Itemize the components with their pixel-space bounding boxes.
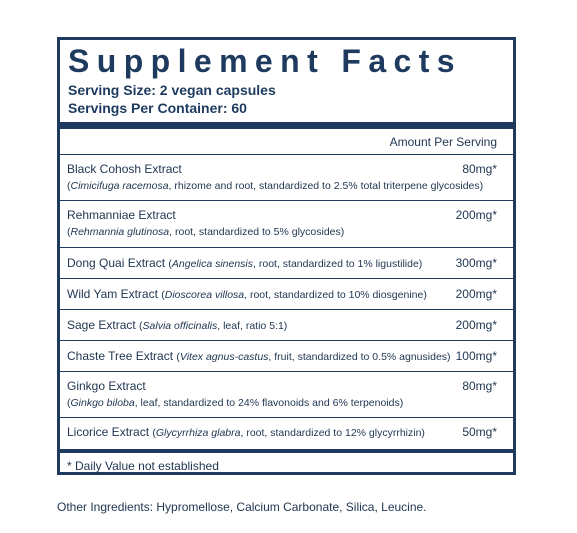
ingredient-name: Rehmanniae Extract — [67, 208, 176, 222]
botanical-name: Glycyrrhiza glabra — [155, 427, 241, 439]
row-divider — [60, 309, 513, 310]
panel-title: Supplement Facts — [68, 43, 463, 79]
ingredient-description: (Cimicifuga racemosa, rhizome and root, … — [67, 180, 484, 192]
botanical-name: Vitex agnus-castus — [179, 351, 269, 363]
ingredient-name: Ginkgo Extract — [67, 379, 146, 393]
row-divider — [60, 417, 513, 418]
ingredient-amount: 200mg* — [455, 287, 497, 301]
ingredient-amount: 200mg* — [455, 318, 497, 332]
ingredient-amount: 200mg* — [455, 208, 497, 222]
botanical-name: Ginkgo biloba — [70, 397, 135, 409]
ingredient-name: Wild Yam Extract (Dioscorea villosa, roo… — [67, 287, 427, 301]
ingredient-description: (Rehmannia glutinosa, root, standardized… — [67, 226, 345, 238]
ingredient-name: Black Cohosh Extract — [67, 162, 182, 176]
botanical-name: Rehmannia glutinosa — [70, 226, 170, 238]
ingredient-name: Licorice Extract (Glycyrrhiza glabra, ro… — [67, 425, 425, 439]
ingredient-name: Chaste Tree Extract (Vitex agnus-castus,… — [67, 349, 451, 363]
ingredient-name: Sage Extract (Salvia officinalis, leaf, … — [67, 318, 288, 332]
botanical-name: Cimicifuga racemosa — [70, 180, 169, 192]
ingredient-amount: 300mg* — [455, 256, 497, 270]
ingredient-name: Dong Quai Extract (Angelica sinensis, ro… — [67, 256, 423, 270]
botanical-name: Salvia officinalis — [142, 320, 218, 332]
row-divider — [60, 278, 513, 279]
serving-size: Serving Size: 2 vegan capsules — [68, 82, 276, 98]
botanical-name: Dioscorea villosa — [164, 289, 245, 301]
botanical-name: Angelica sinensis — [171, 258, 254, 270]
ingredient-amount: 100mg* — [455, 349, 497, 363]
row-divider — [60, 200, 513, 201]
header-divider — [60, 154, 513, 155]
daily-value-footnote: * Daily Value not established — [67, 459, 219, 473]
amount-per-serving-header: Amount Per Serving — [389, 135, 497, 149]
other-ingredients: Other Ingredients: Hypromellose, Calcium… — [57, 500, 427, 514]
ingredient-amount: 80mg* — [462, 162, 497, 176]
row-divider — [60, 340, 513, 341]
row-divider — [60, 247, 513, 248]
servings-per-container: Servings Per Container: 60 — [68, 100, 247, 116]
supplement-facts-panel: Supplement Facts Serving Size: 2 vegan c… — [57, 37, 516, 475]
ingredient-description: (Ginkgo biloba, leaf, standardized to 24… — [67, 397, 404, 409]
thick-divider — [60, 122, 513, 129]
ingredient-amount: 50mg* — [462, 425, 497, 439]
row-divider — [60, 371, 513, 372]
ingredient-amount: 80mg* — [462, 379, 497, 393]
footer-divider — [60, 449, 513, 453]
